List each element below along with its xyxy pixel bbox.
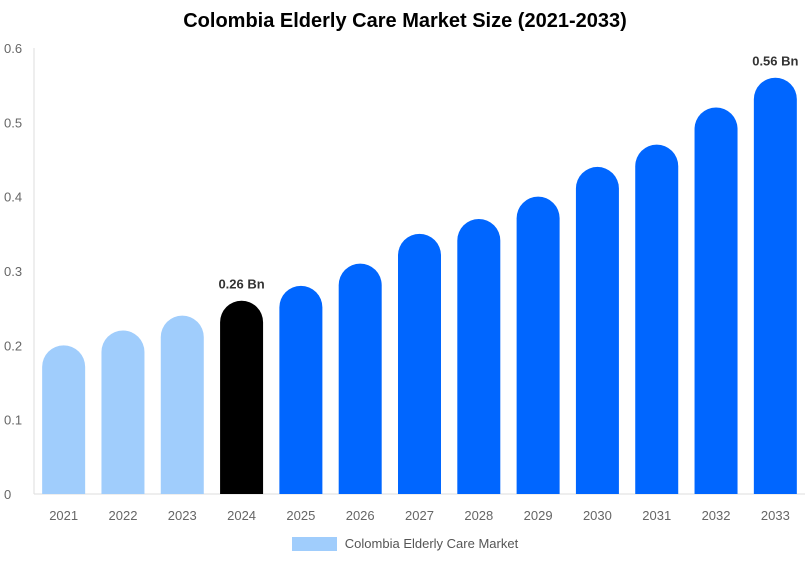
x-tick-label: 2021 — [49, 508, 78, 523]
x-tick-label: 2022 — [109, 508, 138, 523]
y-tick-label: 0.3 — [4, 264, 22, 279]
x-tick-label: 2028 — [464, 508, 493, 523]
x-tick-label: 2026 — [346, 508, 375, 523]
bar-2025 — [279, 285, 323, 494]
y-tick-label: 0 — [4, 487, 11, 502]
data-label-2033: 0.56 Bn — [752, 54, 798, 69]
x-tick-label: 2023 — [168, 508, 197, 523]
bar-2028 — [457, 218, 501, 494]
x-tick-label: 2025 — [286, 508, 315, 523]
x-tick-label: 2033 — [761, 508, 790, 523]
bar-2023 — [160, 315, 204, 494]
y-tick-label: 0.1 — [4, 413, 22, 428]
bar-2022 — [101, 330, 145, 494]
y-tick-label: 0.5 — [4, 115, 22, 130]
bar-2021 — [42, 345, 86, 494]
y-tick-label: 0.4 — [4, 190, 22, 205]
x-tick-label: 2024 — [227, 508, 256, 523]
bar-2027 — [398, 233, 441, 495]
bar-2032 — [694, 107, 738, 494]
bar-2030 — [575, 166, 619, 494]
x-tick-label: 2030 — [583, 508, 612, 523]
x-tick-label: 2029 — [524, 508, 553, 523]
x-tick-label: 2027 — [405, 508, 434, 523]
legend: Colombia Elderly Care Market — [0, 536, 810, 551]
bar-2024 — [220, 300, 264, 494]
data-label-2024: 0.26 Bn — [218, 277, 264, 292]
bar-2029 — [516, 196, 560, 494]
legend-swatch — [291, 536, 337, 551]
bar-2026 — [338, 263, 382, 494]
bar-2031 — [635, 144, 679, 494]
legend-label: Colombia Elderly Care Market — [344, 536, 519, 551]
chart-title: Colombia Elderly Care Market Size (2021-… — [183, 10, 627, 32]
y-tick-label: 0.6 — [4, 41, 22, 56]
x-tick-label: 2032 — [702, 508, 731, 523]
y-tick-label: 0.2 — [4, 338, 22, 353]
x-tick-label: 2031 — [642, 508, 671, 523]
bar-2033 — [753, 77, 797, 494]
